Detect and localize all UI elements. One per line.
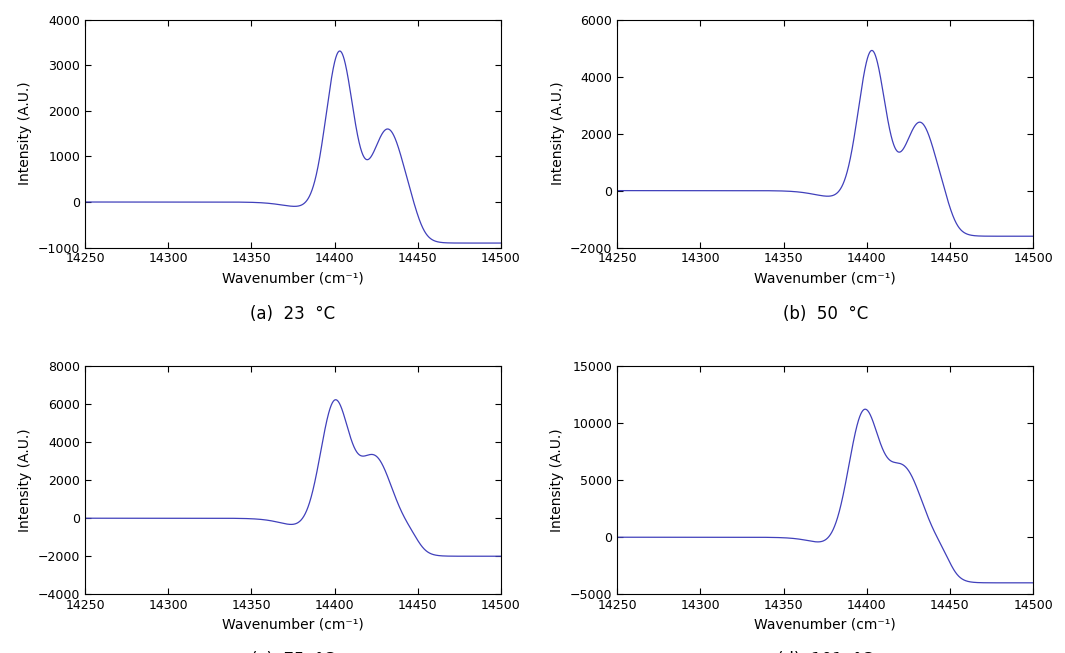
X-axis label: Wavenumber (cm⁻¹): Wavenumber (cm⁻¹) (754, 618, 896, 631)
Y-axis label: Intensity (A.U.): Intensity (A.U.) (551, 428, 564, 532)
Y-axis label: Intensity (A.U.): Intensity (A.U.) (551, 82, 564, 185)
Text: (a)  23  °C: (a) 23 °C (250, 305, 335, 323)
X-axis label: Wavenumber (cm⁻¹): Wavenumber (cm⁻¹) (754, 271, 896, 285)
Y-axis label: Intensity (A.U.): Intensity (A.U.) (18, 428, 32, 532)
Y-axis label: Intensity (A.U.): Intensity (A.U.) (18, 82, 32, 185)
Text: (b)  50  °C: (b) 50 °C (783, 305, 868, 323)
X-axis label: Wavenumber (cm⁻¹): Wavenumber (cm⁻¹) (223, 271, 364, 285)
Text: (d)  101  °C: (d) 101 °C (777, 651, 873, 653)
Text: (c)  75  °C: (c) 75 °C (251, 651, 335, 653)
X-axis label: Wavenumber (cm⁻¹): Wavenumber (cm⁻¹) (223, 618, 364, 631)
